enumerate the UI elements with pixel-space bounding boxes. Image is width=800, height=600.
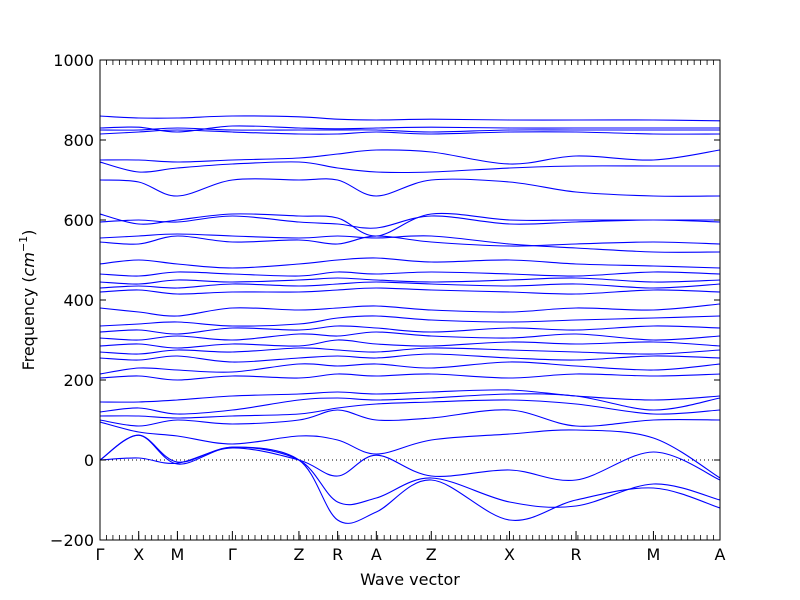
y-axis-label-close: ) (19, 230, 38, 236)
x-tick-label-1: Γ (96, 545, 105, 564)
band-line-12 (100, 347, 720, 355)
band-line-28 (100, 161, 720, 174)
minor-ticks (99, 60, 721, 540)
y-tick-label: 1000 (53, 51, 94, 70)
band-line-19 (100, 281, 720, 289)
plot-frame (99, 59, 721, 541)
band-lines (100, 115, 720, 524)
y-tick-label: 600 (63, 211, 94, 230)
y-axis-label: Frequency (cm−1) (17, 230, 38, 371)
x-tick-label-7: A (371, 545, 382, 564)
x-tick-label-3: M (170, 545, 184, 564)
x-tick-label-9: X (504, 545, 515, 564)
band-line-11 (100, 353, 720, 363)
band-line-6 (100, 399, 720, 419)
band-line-2 (100, 434, 720, 508)
y-axis-label-exponent: −1 (17, 236, 30, 252)
band-line-18 (100, 287, 720, 295)
y-axis-label-unit: cm (19, 252, 38, 276)
y-axis-label-text: Frequency ( (19, 276, 38, 370)
y-tick-label: 400 (63, 291, 94, 310)
band-line-10 (100, 361, 720, 375)
band-line-16 (100, 315, 720, 327)
band-line-17 (100, 303, 720, 317)
x-tick-label-5: Z (293, 545, 304, 564)
band-line-8 (100, 389, 720, 403)
x-tick-label-2: X (133, 545, 144, 564)
band-line-14 (100, 331, 720, 341)
x-axis-label: Wave vector (360, 570, 460, 589)
x-tick-label-12: A (715, 545, 726, 564)
band-line-22 (100, 257, 720, 269)
x-tick-label-11: M (647, 545, 661, 564)
band-line-30 (100, 129, 720, 135)
x-tick-label-4: Γ (228, 545, 237, 564)
band-line-33 (100, 115, 720, 122)
x-tick-label-8: Z (426, 545, 437, 564)
band-line-31 (100, 127, 720, 133)
band-line-4 (100, 421, 720, 479)
band-line-1 (100, 434, 720, 524)
band-line-20 (100, 277, 720, 285)
band-line-9 (100, 373, 720, 381)
band-line-29 (100, 149, 720, 165)
y-tick-label: 200 (63, 371, 94, 390)
band-line-13 (100, 339, 720, 349)
band-line-27 (100, 178, 720, 197)
band-line-15 (100, 325, 720, 335)
band-line-26 (100, 212, 720, 237)
band-line-21 (100, 271, 720, 277)
y-tick-label: 0 (84, 451, 94, 470)
band-line-7 (100, 393, 720, 415)
band-line-24 (100, 233, 720, 253)
band-line-5 (100, 409, 720, 427)
x-tick-label-6: R (332, 545, 343, 564)
band-line-3 (100, 447, 720, 482)
band-line-25 (100, 215, 720, 229)
y-tick-label: 800 (63, 131, 94, 150)
y-axis-ticks: −200 0 200 400 600 800 1000 (50, 51, 720, 550)
y-tick-label: −200 (50, 531, 94, 550)
band-line-32 (100, 125, 720, 133)
x-tick-label-10: R (570, 545, 581, 564)
